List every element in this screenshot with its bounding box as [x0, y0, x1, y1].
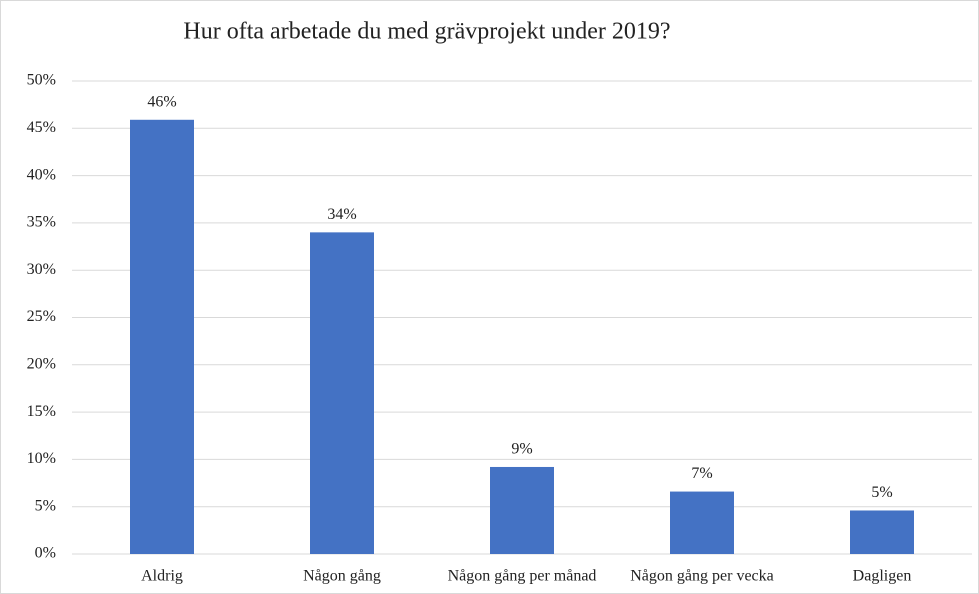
data-label: 46% [147, 93, 176, 110]
y-tick-label: 5% [35, 497, 56, 514]
data-label: 9% [511, 441, 532, 458]
x-tick-label: Dagligen [853, 568, 912, 585]
bar [490, 466, 554, 554]
y-tick-label: 0% [35, 545, 56, 562]
x-tick-label: Någon gång per vecka [630, 568, 774, 585]
y-tick-label: 45% [27, 119, 56, 136]
y-tick-label: 50% [27, 72, 56, 89]
y-tick-label: 20% [27, 355, 56, 372]
x-tick-label: Någon gång [303, 568, 381, 585]
y-tick-label: 35% [27, 214, 56, 231]
bar [130, 119, 194, 554]
x-tick-label: Någon gång per månad [448, 568, 597, 585]
y-tick-label: 15% [27, 403, 56, 420]
y-tick-label: 40% [27, 166, 56, 183]
y-tick-label: 10% [27, 450, 56, 467]
y-tick-label: 30% [27, 261, 56, 278]
data-label: 34% [327, 206, 356, 223]
bar [310, 232, 374, 555]
bar [850, 510, 914, 554]
bar [670, 491, 734, 554]
chart-title: Hur ofta arbetade du med grävprojekt und… [183, 19, 670, 45]
y-tick-label: 25% [27, 308, 56, 325]
x-tick-label: Aldrig [141, 568, 183, 585]
data-label: 7% [691, 465, 712, 482]
data-label: 5% [871, 484, 892, 501]
